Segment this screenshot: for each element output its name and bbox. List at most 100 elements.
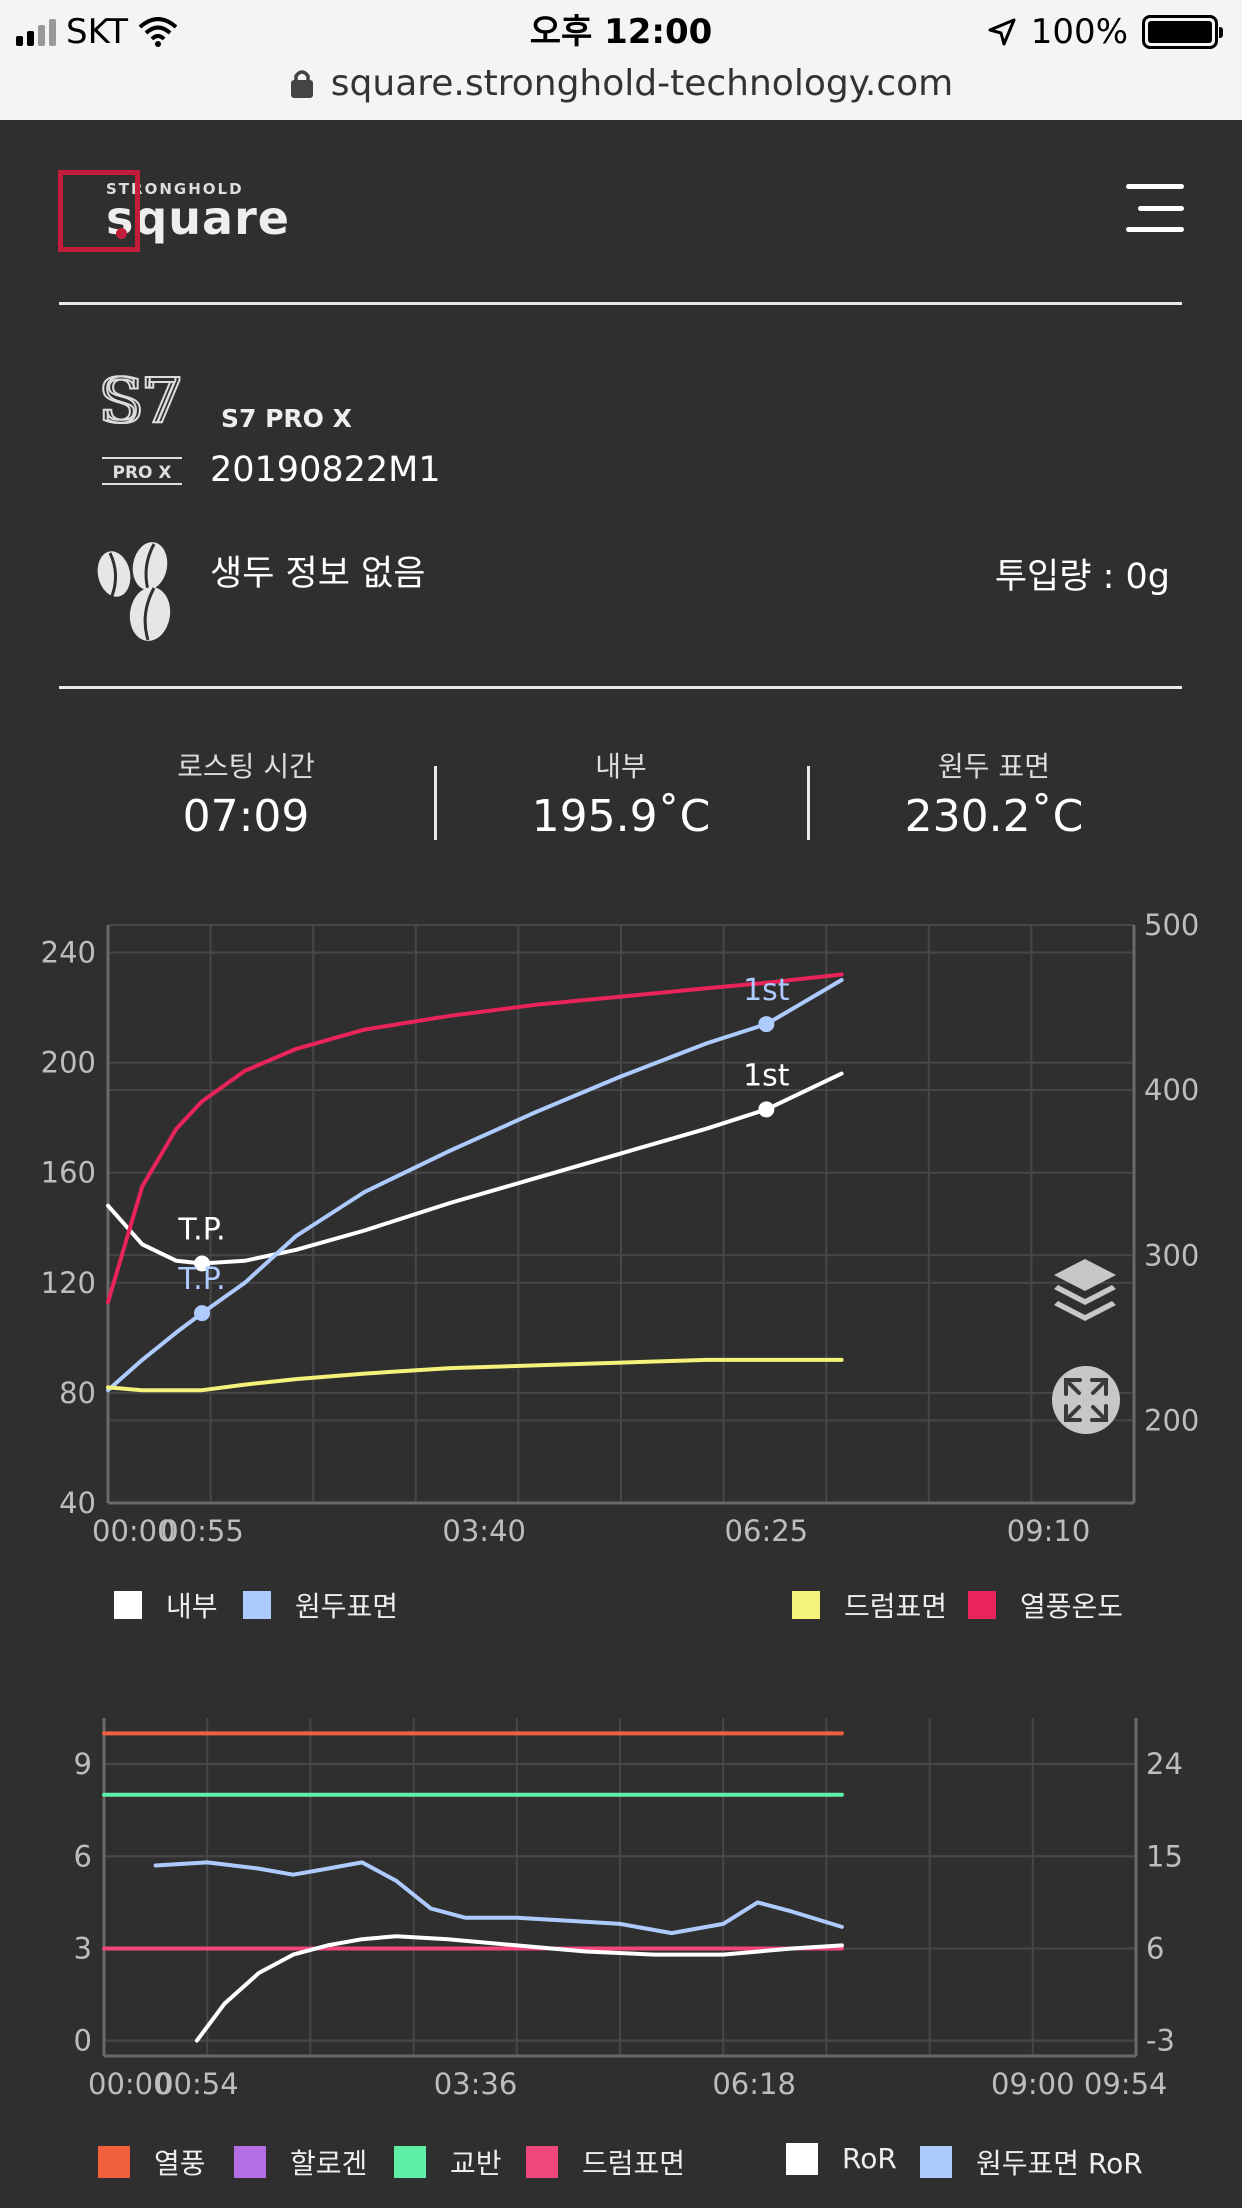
marker-label: T.P. [177,1213,225,1248]
device-icon-label: PRO X [112,463,171,483]
coffee-beans-icon [97,542,171,641]
marker-point [758,1016,775,1033]
status-bar: SKT 오후 12:00 100% square.stronghold-tech… [0,0,1242,120]
legend-label: 드럼표면 [844,1590,948,1623]
device-s7-icon: S7 S7 PRO X [97,363,185,485]
expand-icon [1064,1378,1108,1422]
svg-text:S7: S7 [102,364,184,437]
legend-item[interactable]: RoR [786,2142,897,2175]
legend-swatch [920,2146,952,2178]
marker-label: 1st [743,973,790,1008]
stat-value: 195.9˚C [531,791,711,842]
layers-icon[interactable] [1050,1255,1120,1329]
svg-text:S7: S7 [98,364,180,437]
legend-label: 원두표면 [295,1590,399,1623]
legend-swatch [526,2146,558,2178]
stat-label: 내부 [595,750,647,783]
legend-swatch [968,1591,996,1619]
carrier: SKT [16,8,178,56]
legend-label: 교반 [450,2147,502,2180]
battery-percent: 100% [1030,12,1128,52]
address-bar[interactable]: square.stronghold-technology.com [0,58,1242,108]
legend-label: 열풍 [154,2147,206,2180]
y-tick-label-right: 24 [1146,1747,1183,1781]
bean-info: 생두 정보 없음 [210,554,426,594]
legend-swatch [98,2146,130,2178]
y-tick-label-left: 0 [74,2024,92,2058]
legend-item[interactable]: 드럼표면 [526,2142,685,2182]
y-tick-label-left: 120 [41,1266,96,1300]
x-tick-label: 09:00 [991,2067,1075,2101]
stat-label: 원두 표면 [938,750,1050,783]
y-tick-label-right: 300 [1144,1238,1199,1272]
marker-label: 1st [743,1058,790,1093]
series-line [153,1860,844,1936]
legend-item[interactable]: 열풍 [98,2142,206,2182]
divider-top [59,302,1182,305]
legend-swatch [786,2142,818,2175]
legend-label: RoR [842,2142,897,2175]
hamburger-menu-button[interactable] [1122,184,1184,232]
y-tick-label-right: 6 [1146,1931,1164,1965]
series-line [194,1934,844,2043]
y-tick-label-left: 200 [41,1046,96,1080]
y-tick-label-right: 15 [1146,1839,1183,1873]
series-line [106,1357,844,1393]
y-tick-label-left: 3 [74,1931,92,1965]
app-header: STRONGHOLD square [0,120,1242,305]
input-amount: 투입량 : 0g [994,557,1170,597]
y-tick-label-left: 6 [74,1839,92,1873]
legend-item[interactable]: 드럼표면 [792,1585,947,1625]
x-tick-label: 00:54 [155,2067,239,2101]
legend-item[interactable]: 할로겐 [234,2142,367,2182]
logo-mark [58,170,140,252]
lock-icon [290,70,313,98]
legend-swatch [234,2146,266,2178]
device-serial: 20190822M1 [210,450,441,490]
battery-icon [1142,15,1223,49]
stat-label: 로스팅 시간 [177,750,315,783]
legend-item[interactable]: 원두표면 [243,1585,398,1625]
y-tick-label-left: 80 [59,1376,96,1410]
stat-internal-temp: 내부 195.9˚C [431,745,811,842]
marker-point [194,1305,211,1322]
series-line [106,972,844,1305]
legend-item[interactable]: 열풍온도 [968,1585,1123,1625]
carrier-name: SKT [66,12,129,52]
stat-separator [807,766,810,840]
x-tick-label: 03:36 [434,2067,518,2101]
legend-swatch [792,1591,820,1619]
signal-icon [16,18,56,46]
device-model: S7 PRO X [221,404,352,433]
x-tick-label: 06:18 [712,2067,796,2101]
y-tick-label-left: 160 [41,1156,96,1190]
expand-button[interactable] [1052,1366,1120,1434]
x-tick-label: 00:55 [160,1514,244,1548]
clock: 오후 12:00 [529,12,713,52]
legend-label: 내부 [166,1590,218,1623]
url-text: square.stronghold-technology.com [330,62,954,104]
y-tick-label-right: 400 [1144,1073,1199,1107]
logo[interactable]: STRONGHOLD square [58,170,290,252]
divider-bottom [59,686,1182,689]
marker-label: T.P. [177,1262,225,1297]
legend-swatch [243,1591,271,1619]
legend-label: 할로겐 [290,2147,368,2180]
legend-item[interactable]: 교반 [394,2142,502,2182]
legend-item[interactable]: 내부 [114,1585,218,1625]
y-tick-label-left: 40 [59,1486,96,1520]
stat-value: 07:09 [182,791,310,842]
series-line [106,978,844,1393]
x-tick-label: 03:40 [442,1514,526,1548]
legend-label: 원두표면 RoR [976,2147,1143,2180]
legend-label: 열풍온도 [1020,1590,1124,1623]
legend-item[interactable]: 원두표면 RoR [920,2142,1143,2182]
y-tick-label-right: -3 [1146,2024,1175,2058]
x-tick-label: 00:00 [92,1514,176,1548]
y-tick-label-left: 240 [41,936,96,970]
y-tick-label-left: 9 [74,1747,92,1781]
x-tick-label: 00:00 [88,2067,172,2101]
x-tick-label: 06:25 [725,1514,809,1548]
x-tick-label: 09:54 [1084,2067,1168,2101]
